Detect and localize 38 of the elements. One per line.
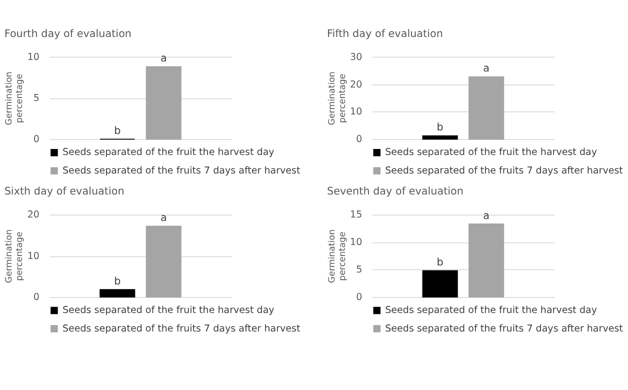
data-label: b [436,256,444,268]
legend-label: Seeds separated of the fruits 7 days after harvest [385,165,624,176]
y-tick-label: 30 [350,52,362,63]
y-tick-label: 0 [356,134,362,146]
data-label: a [160,52,167,64]
chart-title: Sixth day of evaluation [4,186,124,198]
y-axis-title: Germination percentage [327,229,348,284]
y-tick-label: 10 [350,237,362,248]
legend-label: Seeds separated of the fruit the harvest day [385,147,598,158]
y-tick-label: 0 [33,134,40,146]
data-label: b [436,122,444,134]
legend-label: Seeds separated of the fruits 7 days after harvest [62,323,300,334]
data-label: b [114,275,122,288]
y-tick-label: 0 [356,292,362,304]
y-tick-label: 20 [27,210,40,221]
legend-label: Seeds separated of the fruit the harvest day [385,305,598,316]
y-tick-label: 10 [27,250,40,262]
y-axis-title: Germination percentage [4,72,26,126]
data-label: a [483,62,490,75]
data-label: a [160,212,167,224]
y-axis-title: Germination percentage [327,72,348,126]
y-tick-label: 0 [33,292,40,304]
legend-label: Seeds separated of the fruits 7 days after harvest [62,165,300,176]
y-tick-label: 10 [350,106,362,118]
y-tick-label: 15 [350,210,362,221]
chart-title: Fifth day of evaluation [327,28,443,40]
y-axis-title: Germination percentage [4,229,26,284]
legend-label: Seeds separated of the fruits 7 days after harvest [385,323,624,334]
legend-label: Seeds separated of the fruit the harvest day [62,147,275,158]
data-label: a [483,210,490,222]
y-tick-label: 5 [356,264,362,276]
chart-title: Seventh day of evaluation [327,186,464,198]
chart-title: Fourth day of evaluation [4,28,132,40]
y-tick-label: 10 [27,52,40,63]
y-tick-label: 5 [33,93,40,104]
data-label: b [114,124,122,137]
legend-label: Seeds separated of the fruit the harvest day [62,305,275,316]
y-tick-label: 20 [350,79,362,90]
